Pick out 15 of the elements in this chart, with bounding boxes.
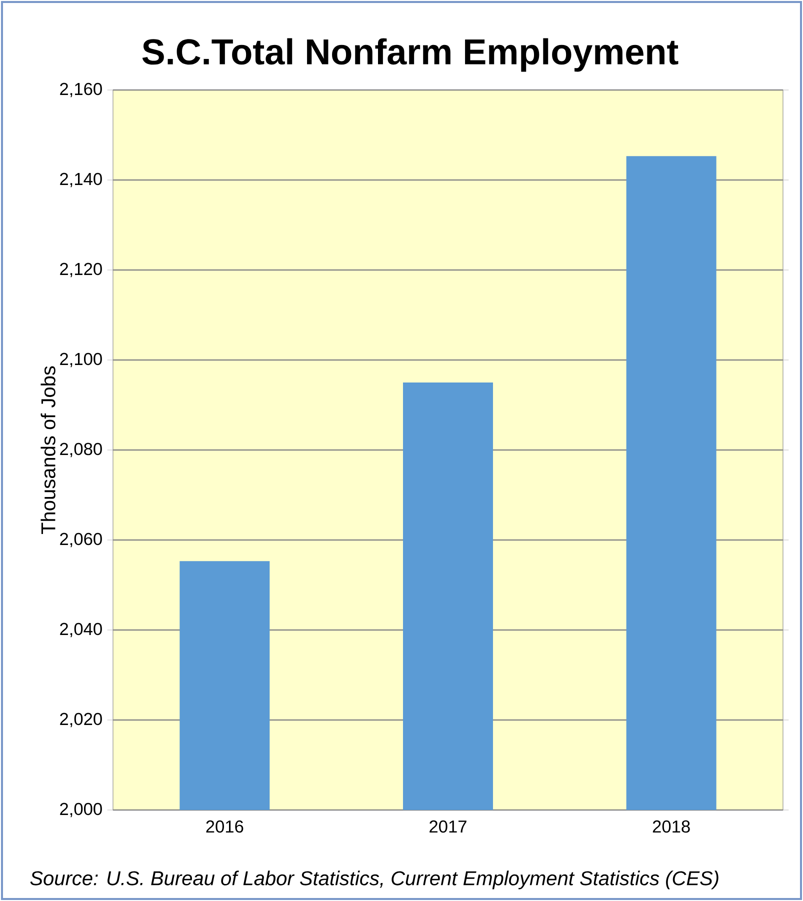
x-tick-label: 2017 <box>430 820 466 833</box>
y-tick-label: 2,100 <box>60 352 102 368</box>
x-tick-label: 2018 <box>652 820 690 833</box>
y-tick-label: 2,140 <box>60 172 102 188</box>
y-tick-label: 2,040 <box>60 622 102 638</box>
y-tick-label: 2,080 <box>60 442 102 458</box>
chart-title: S.C.Total Nonfarm Employment <box>142 38 678 72</box>
y-tick-label: 2,000 <box>60 802 102 818</box>
y-tick-label: 2,120 <box>60 262 102 278</box>
y-tick-label: 2,160 <box>60 82 102 98</box>
x-tick-label: 2016 <box>206 820 244 833</box>
y-tick-label: 2,020 <box>60 712 102 728</box>
source-note: Source: U.S. Bureau of Labor Statistics, Current Employment Statistics (CES) <box>30 870 718 890</box>
y-axis-title: Thousands of Jobs <box>40 366 56 534</box>
y-tick-label: 2,060 <box>60 532 102 548</box>
